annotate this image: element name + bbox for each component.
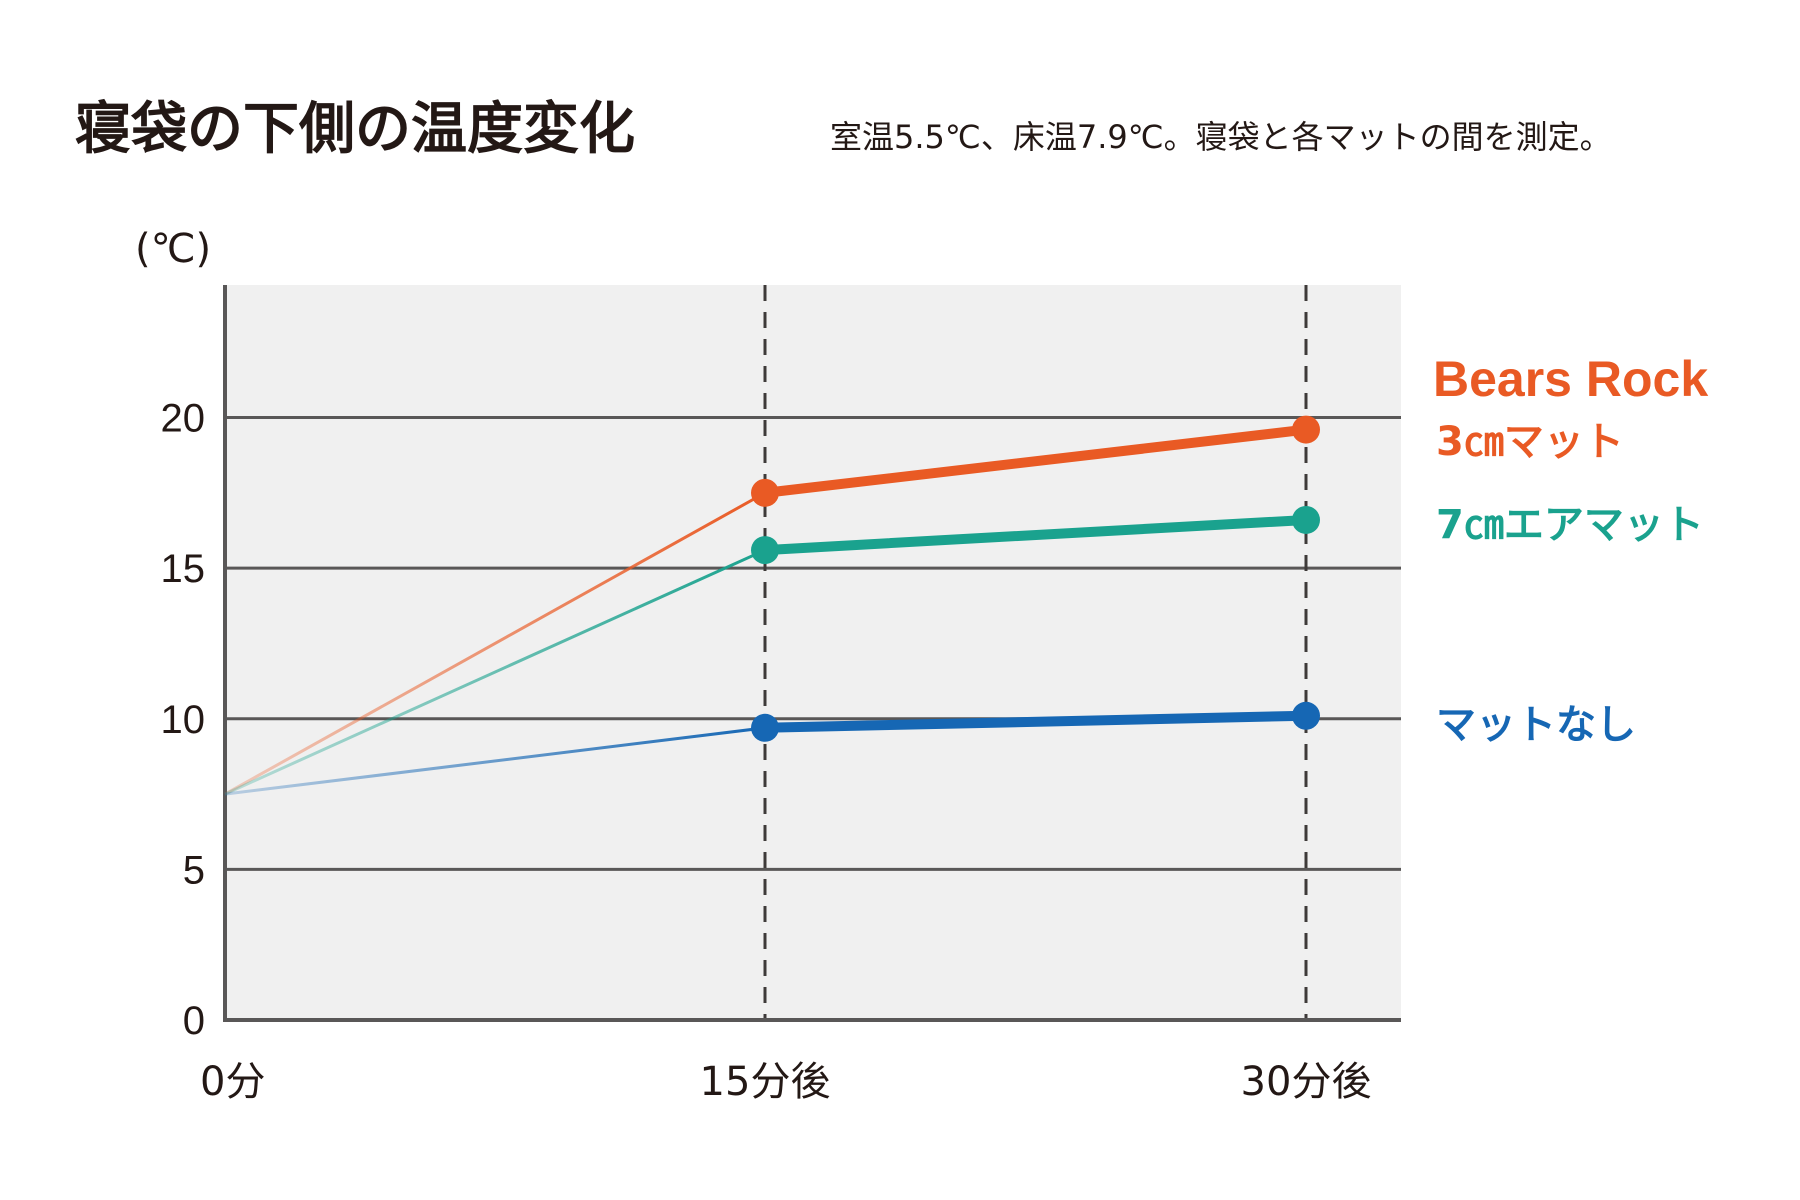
x-tick-label-2: 30分後 <box>1241 1059 1372 1105</box>
y-tick-label-10: 10 <box>161 698 206 742</box>
x-tick-label-1: 15分後 <box>700 1059 831 1105</box>
y-tick-label-0: 0 <box>183 999 205 1043</box>
legend-no-mat: マットなし <box>1436 702 1636 748</box>
series-1-point-2 <box>1292 505 1320 534</box>
series-2-segment-0 <box>224 726 766 796</box>
series-0-segment-0 <box>224 491 766 796</box>
series-1-segment-0 <box>224 548 766 796</box>
plot-area <box>225 285 1401 1020</box>
chart-title: 寝袋の下側の温度変化 <box>75 97 635 162</box>
legend-air-mat: 7㎝エアマット <box>1436 502 1704 548</box>
y-tick-label-5: 5 <box>183 848 205 892</box>
series-2-point-1 <box>751 713 779 742</box>
series-0-segment-1 <box>760 424 1311 498</box>
chart-subtitle: 室温5.5℃、床温7.9℃。寝袋と各マットの間を測定。 <box>830 118 1612 156</box>
series-0-point-2 <box>1292 415 1320 444</box>
y-axis-unit-label: (℃) <box>135 226 211 272</box>
legend-bears-rock-line2: 3㎝マット <box>1436 419 1624 465</box>
series-1-segment-1 <box>760 514 1311 556</box>
y-tick-label-15: 15 <box>161 547 206 591</box>
series-2-point-2 <box>1292 701 1320 730</box>
legend-bears-rock-line1: Bears Rock <box>1433 351 1708 407</box>
series-2-segment-1 <box>760 710 1311 733</box>
y-tick-label-20: 20 <box>161 397 206 441</box>
x-tick-label-0: 0分 <box>200 1059 265 1105</box>
series-0-point-1 <box>751 478 779 507</box>
series-1-point-1 <box>751 536 779 565</box>
